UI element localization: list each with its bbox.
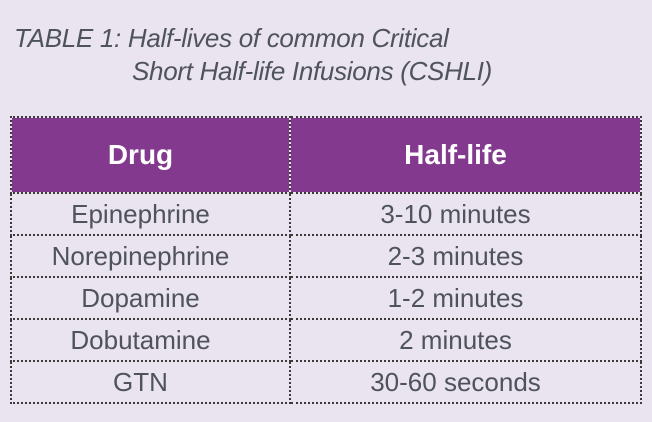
table-row: Norepinephrine 2-3 minutes [10,236,642,278]
column-header-drug: Drug [10,116,291,194]
table-row: GTN 30-60 seconds [10,362,642,404]
table-row: Dobutamine 2 minutes [10,320,642,362]
half-life-cell: 1-2 minutes [291,278,642,320]
table-title-line2: Short Half-life Infusions (CSHLI) [132,56,493,86]
half-life-cell: 3-10 minutes [291,194,642,236]
table-row: Dopamine 1-2 minutes [10,278,642,320]
half-life-cell: 2-3 minutes [291,236,642,278]
drug-cell: GTN [10,362,291,404]
drug-cell: Dopamine [10,278,291,320]
drug-cell: Norepinephrine [10,236,291,278]
table-header-row: Drug Half-life [10,116,642,194]
table-row: Epinephrine 3-10 minutes [10,194,642,236]
half-life-cell: 2 minutes [291,320,642,362]
table-title: TABLE 1: Half-lives of common Critical S… [14,22,492,88]
column-header-half-life: Half-life [291,116,642,194]
table-title-line1: TABLE 1: Half-lives of common Critical [14,23,449,53]
half-life-table: Drug Half-life Epinephrine 3-10 minutes … [10,116,642,404]
drug-cell: Epinephrine [10,194,291,236]
half-life-cell: 30-60 seconds [291,362,642,404]
drug-cell: Dobutamine [10,320,291,362]
